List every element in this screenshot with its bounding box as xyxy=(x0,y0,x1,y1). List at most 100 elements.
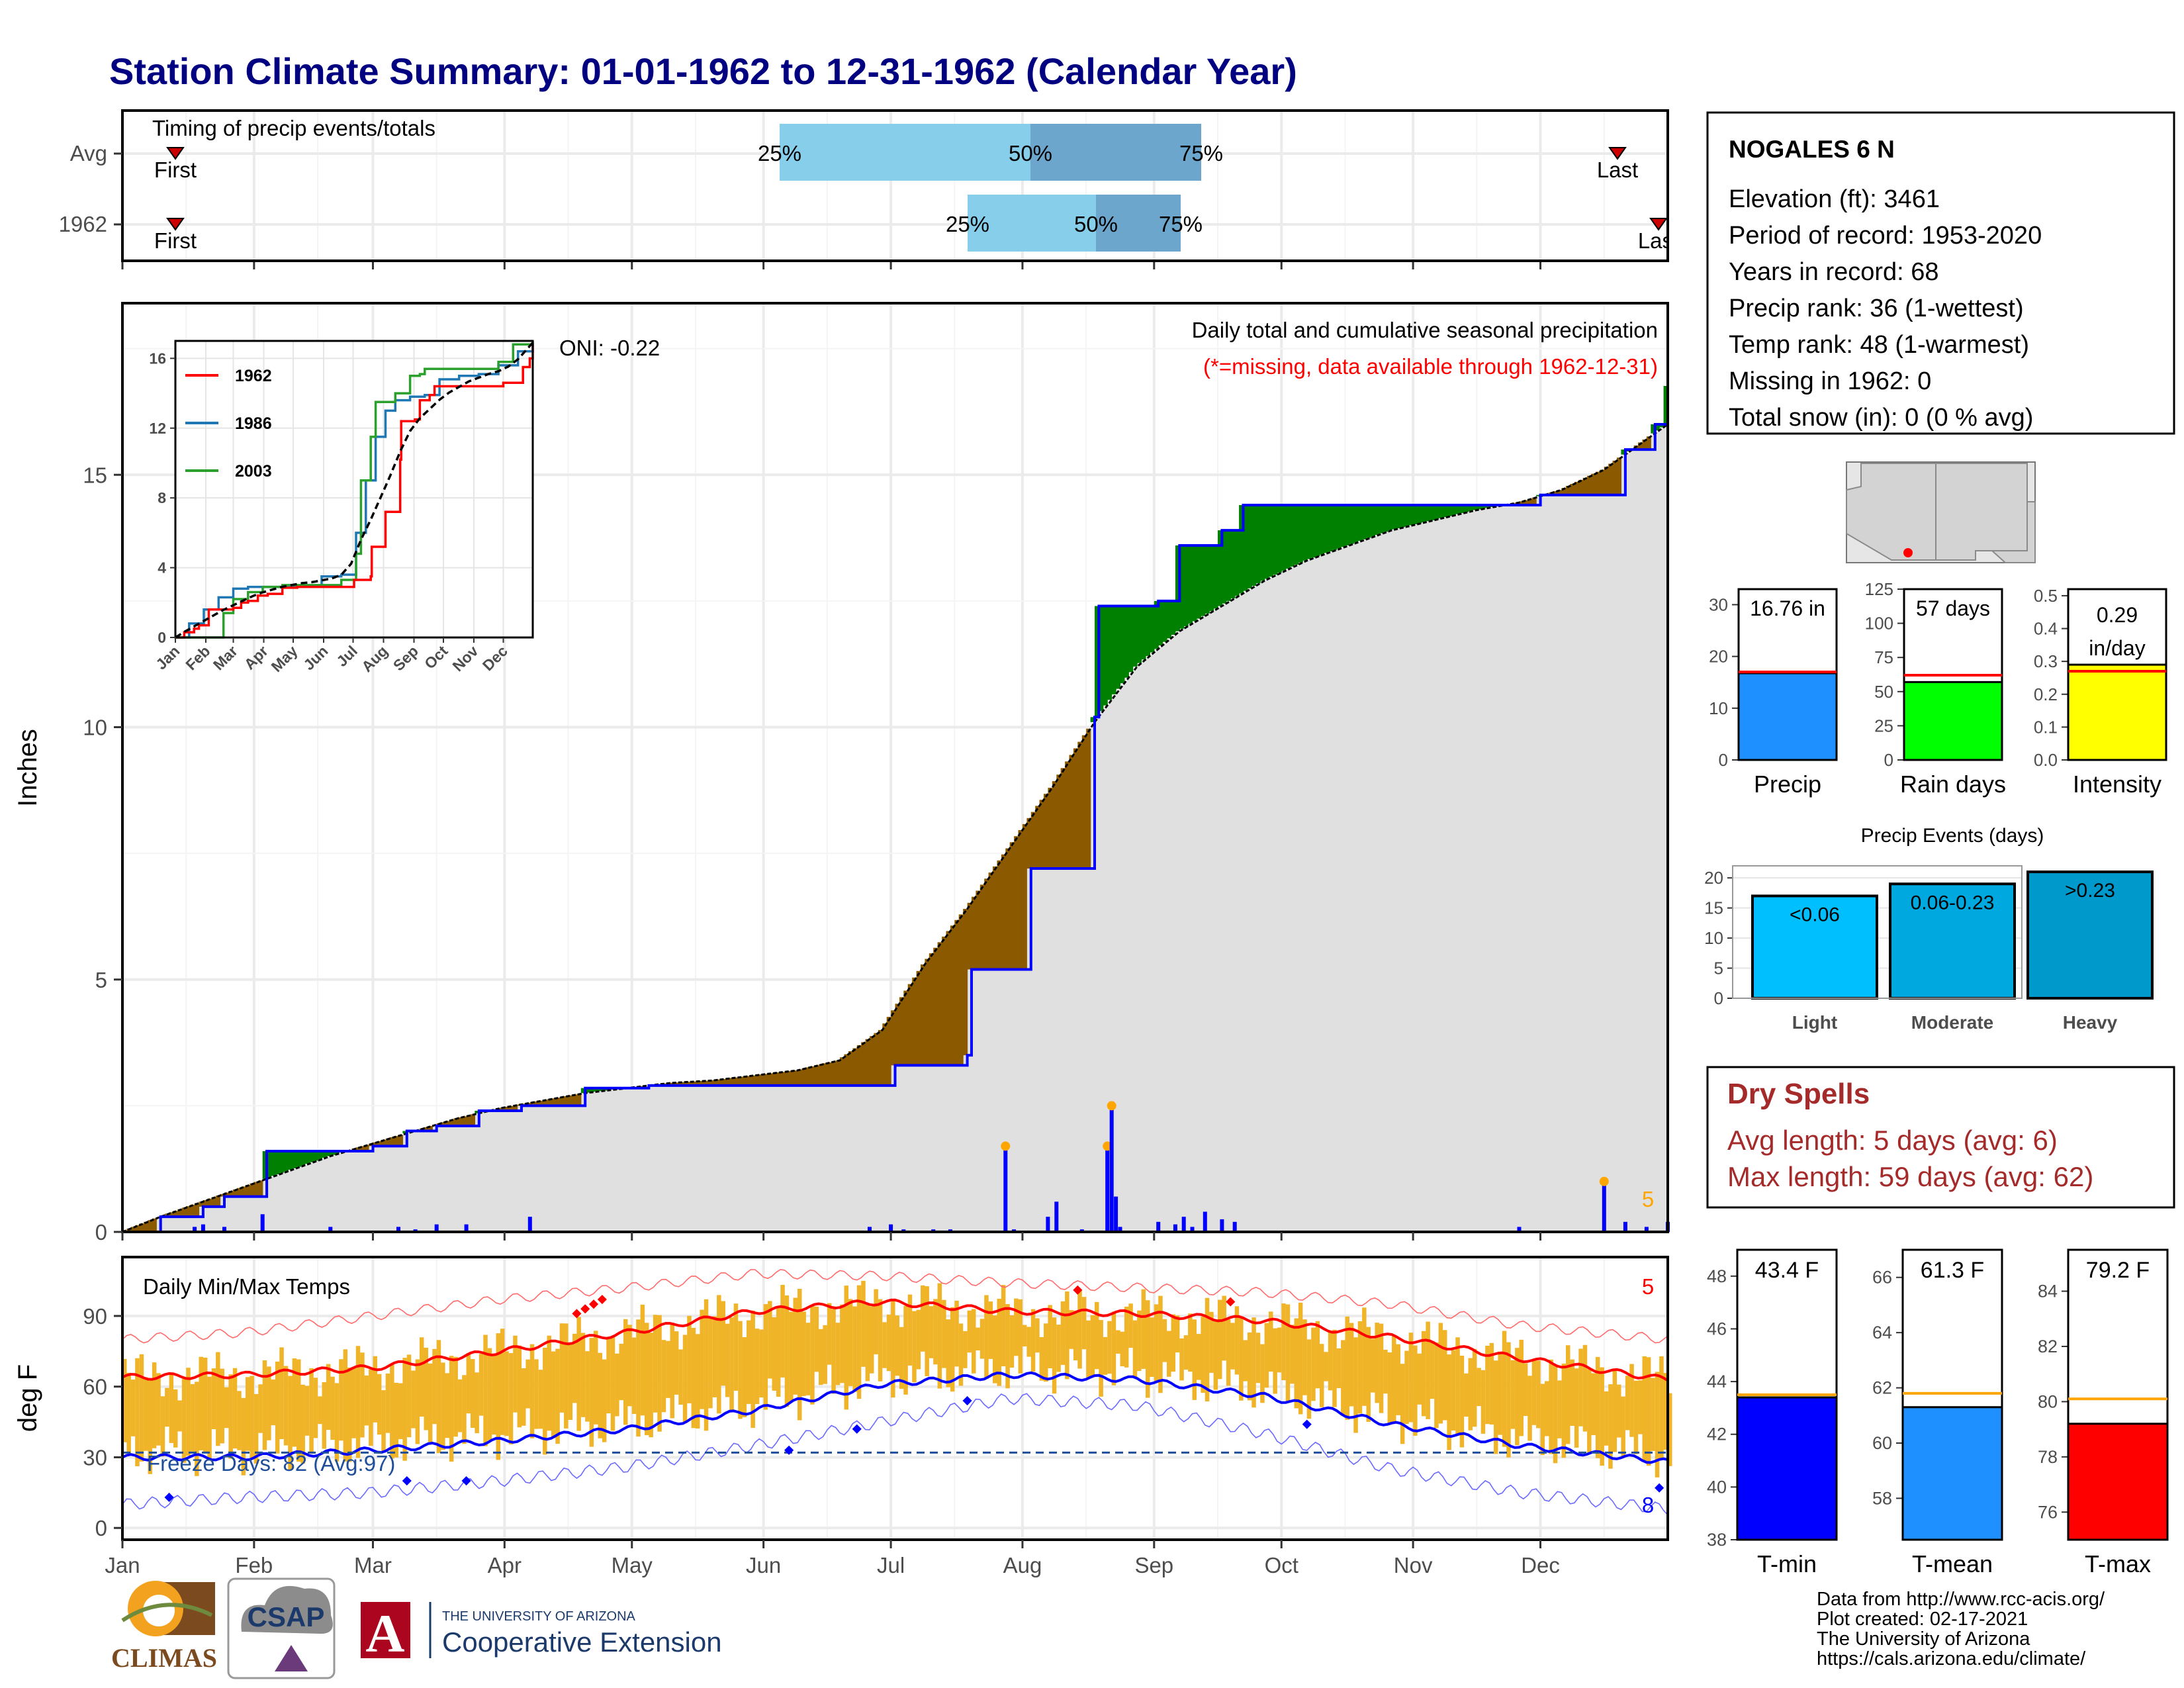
temp-summary-y-tick-label: 48 xyxy=(1707,1266,1727,1286)
record-low-marker-icon xyxy=(402,1476,412,1486)
daily-temp-bar xyxy=(674,1331,679,1395)
daily-temp-bar xyxy=(840,1304,844,1383)
above-avg-fill xyxy=(1111,606,1116,694)
daily-temp-bar xyxy=(861,1280,866,1367)
daily-temp-bar xyxy=(606,1338,611,1414)
temp-y-tick-label: 0 xyxy=(95,1516,107,1540)
daily-precip-bar xyxy=(396,1227,400,1232)
below-avg-fill xyxy=(882,1023,887,1086)
events-chart-title: Precip Events (days) xyxy=(1861,825,2044,847)
events-plot-frame xyxy=(1732,865,2023,999)
record-high-marker-icon xyxy=(572,1309,582,1319)
below-avg-fill xyxy=(691,1081,696,1086)
events-y-tick-label: 15 xyxy=(1704,898,1723,918)
avg-p75-label: 75% xyxy=(1179,141,1223,165)
daily-temp-bar xyxy=(1124,1306,1129,1368)
below-avg-fill xyxy=(1638,442,1643,450)
above-avg-fill xyxy=(1158,600,1163,645)
below-avg-fill xyxy=(1060,768,1066,868)
daily-precip-bar xyxy=(1190,1227,1195,1232)
below-avg-fill xyxy=(428,1125,433,1131)
below-avg-fill xyxy=(1604,467,1609,495)
daily-temp-bar xyxy=(907,1294,913,1366)
daily-temp-bar xyxy=(899,1327,904,1389)
events-category-label: Moderate xyxy=(1911,1012,1993,1033)
daily-temp-bar xyxy=(1366,1327,1371,1422)
inset-x-tick-label: Apr xyxy=(241,642,271,673)
freeze-days-label: Freeze Days: 82 (Avg:97) xyxy=(147,1451,395,1476)
temp-x-tick-label: Oct xyxy=(1265,1553,1298,1577)
below-avg-fill xyxy=(903,990,909,1066)
below-avg-fill xyxy=(572,1094,577,1106)
daily-temp-bar xyxy=(1659,1356,1664,1460)
daily-temp-bar xyxy=(135,1358,140,1466)
above-avg-fill xyxy=(1341,505,1346,547)
daily-temp-bar xyxy=(1651,1378,1655,1451)
summary-y-tick-label: 125 xyxy=(1865,579,1893,599)
daily-temp-bar xyxy=(475,1372,479,1434)
daily-temp-bar xyxy=(636,1319,641,1437)
below-avg-fill xyxy=(687,1082,692,1086)
above-avg-fill xyxy=(271,1151,276,1176)
daily-temp-bar xyxy=(1387,1352,1392,1423)
below-avg-fill xyxy=(1561,488,1567,495)
daily-temp-bar xyxy=(1095,1301,1099,1370)
daily-temp-bar xyxy=(369,1369,373,1446)
daily-temp-bar xyxy=(921,1285,925,1352)
footer-credits: Data from http://www.rcc-acis.org/ Plot … xyxy=(1817,1589,2105,1669)
temp-summary-bar xyxy=(1901,1406,2003,1541)
above-avg-fill xyxy=(1205,545,1210,614)
station-elevation: Elevation (ft): 3461 xyxy=(1729,185,1940,213)
above-avg-fill xyxy=(475,1111,480,1113)
above-avg-fill xyxy=(292,1151,297,1168)
below-avg-fill xyxy=(912,977,917,1066)
below-avg-fill xyxy=(207,1198,212,1207)
daily-precip-bar xyxy=(1517,1227,1522,1232)
daily-temp-bar xyxy=(572,1333,577,1403)
daily-temp-bar xyxy=(1646,1357,1651,1466)
daily-temp-bar xyxy=(1226,1319,1231,1386)
temp-summary-name: T-mean xyxy=(1912,1550,1993,1577)
daily-temp-bar xyxy=(1561,1363,1567,1458)
daily-temp-bar xyxy=(1362,1307,1367,1406)
above-avg-fill xyxy=(1379,505,1384,534)
daily-temp-bar xyxy=(1213,1320,1218,1390)
above-avg-fill xyxy=(1651,424,1656,434)
inset-x-tick-label: Mar xyxy=(210,642,241,673)
daily-temp-bar xyxy=(1336,1348,1342,1388)
daily-temp-bar xyxy=(1158,1295,1163,1393)
daily-temp-bar xyxy=(1183,1335,1189,1370)
below-avg-fill xyxy=(784,1071,790,1086)
daily-temp-bar xyxy=(942,1299,946,1368)
daily-temp-bar xyxy=(1510,1360,1516,1429)
daily-temp-bar xyxy=(445,1373,449,1438)
daily-temp-bar xyxy=(1506,1342,1511,1458)
precip-y-tick-label: 10 xyxy=(83,716,107,740)
daily-temp-bar xyxy=(267,1366,271,1440)
above-avg-fill xyxy=(1413,505,1418,524)
daily-precip-bar xyxy=(201,1224,205,1232)
daily-temp-bar xyxy=(1128,1303,1133,1348)
below-avg-fill xyxy=(394,1136,399,1147)
daily-temp-bar xyxy=(1044,1323,1048,1382)
dry-spells-avg: Avg length: 5 days (avg: 6) xyxy=(1727,1125,2058,1156)
below-avg-fill xyxy=(1608,463,1614,495)
daily-temp-bar xyxy=(1255,1333,1261,1383)
daily-temp-bar xyxy=(865,1303,870,1382)
record-low-marker-icon xyxy=(852,1424,862,1434)
above-avg-fill xyxy=(1201,545,1206,616)
below-avg-fill xyxy=(250,1183,255,1197)
daily-temp-bar xyxy=(1621,1396,1625,1456)
daily-temp-bar xyxy=(1655,1372,1660,1477)
daily-temp-bar xyxy=(1480,1370,1486,1434)
temp-summary-y-tick-label: 62 xyxy=(1872,1378,1892,1398)
avg-first-label: First xyxy=(154,158,197,182)
daily-temp-bar xyxy=(814,1306,819,1372)
daily-temp-bar xyxy=(797,1289,802,1421)
below-avg-fill xyxy=(1018,830,1023,970)
daily-temp-bar xyxy=(1222,1295,1226,1361)
daily-temp-bar xyxy=(364,1375,369,1426)
above-avg-fill xyxy=(1426,505,1431,522)
temp-summary-y-tick-label: 76 xyxy=(2038,1502,2058,1522)
